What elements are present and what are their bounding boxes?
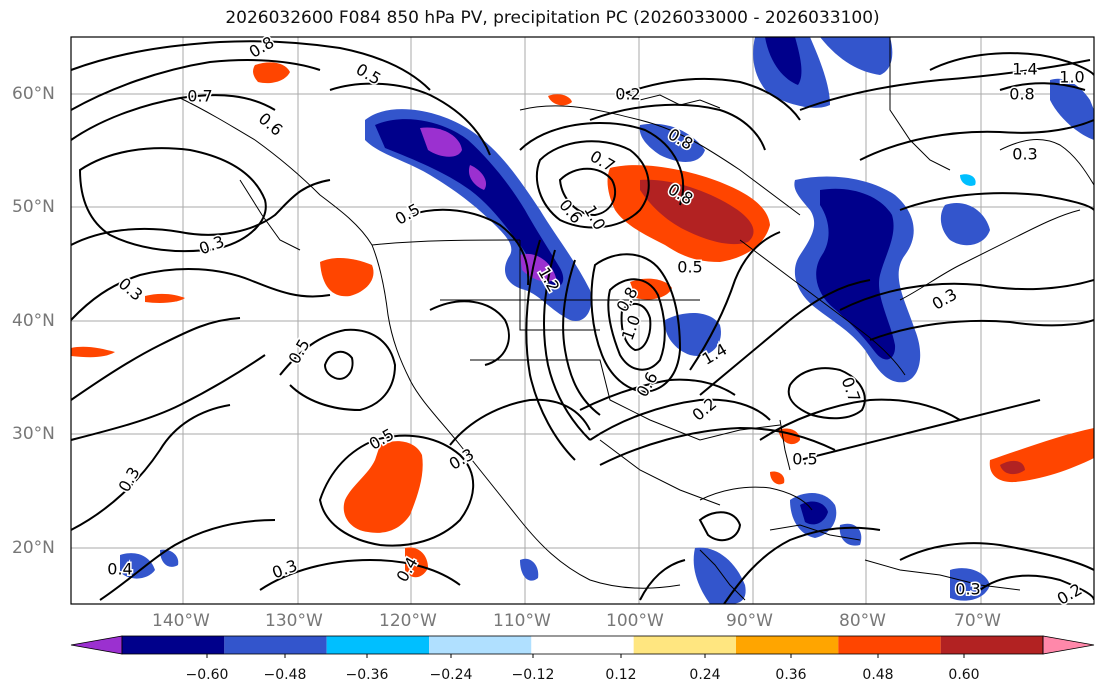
pos-pacific-nw [320, 258, 374, 297]
colorbar-extend-low [70, 635, 123, 655]
lon-label-130w: 130°W [265, 611, 323, 631]
neg-hawaii [120, 553, 155, 579]
colorbar-frame [121, 635, 1044, 655]
neg-hudson [639, 123, 705, 162]
pos-hudson-small [548, 94, 572, 106]
pos-great-lakes-inner [640, 179, 754, 245]
colorbar-segment [326, 636, 429, 654]
colorbar-tick-label: 0.24 [689, 667, 721, 683]
contour-label: 0.7 [187, 87, 212, 106]
chart-title: 2026032600 F084 850 hPa PV, precipitatio… [225, 8, 880, 28]
map-frame [70, 36, 1095, 605]
pos-pacific-far [71, 346, 115, 358]
neg-band-east-inner [816, 188, 896, 360]
lon-label-80w: 80°W [839, 611, 886, 631]
colorbar-tick-label: −0.24 [429, 667, 473, 683]
lat-label-30: 30°N [12, 424, 55, 444]
colorbar-segment [429, 636, 532, 654]
contour-label: 0.8 [1009, 85, 1034, 104]
colorbar-segment [736, 636, 839, 654]
contour-label: 0.4 [107, 560, 132, 579]
lon-label-120w: 120°W [379, 611, 437, 631]
colorbar-tick-label: 0.36 [775, 667, 807, 683]
contour-label: 0.3 [955, 580, 980, 599]
lat-label-50: 50°N [12, 197, 55, 217]
lon-label-70w: 70°W [954, 611, 1001, 631]
contour-label: 0.3 [1012, 145, 1037, 164]
coastlines [179, 37, 1094, 601]
colorbar-tick-label: −0.36 [345, 667, 389, 683]
neg-labrador [960, 174, 976, 186]
colorbar-segment [633, 636, 736, 654]
colorbar-tick-label: −0.12 [511, 667, 555, 683]
neg-canada-top2 [820, 37, 893, 75]
lat-label-20: 20°N [12, 538, 55, 558]
map-panel: 0.80.50.70.60.30.50.30.50.50.30.30.3 0.40… [70, 31, 1095, 610]
lon-label-110w: 110°W [493, 611, 551, 631]
neg-central-am [693, 547, 746, 604]
contour-label: 1.0 [1059, 68, 1084, 87]
pos-nebraska [630, 278, 672, 300]
lat-label-60: 60°N [12, 84, 55, 104]
neg-band-northwest-core [420, 127, 462, 157]
pos-atlantic-inner [1000, 460, 1025, 475]
colorbar-segment [838, 636, 941, 654]
neg-band-east-ne [940, 202, 990, 246]
pos-mexico [405, 547, 428, 578]
lat-label-40: 40°N [12, 311, 55, 331]
pos-yucatan [770, 471, 785, 485]
neg-hispaniola [839, 523, 862, 546]
neg-canada-top-inner [765, 37, 802, 85]
colorbar-segment [531, 636, 634, 654]
lon-label-90w: 90°W [726, 611, 773, 631]
lon-label-100w: 100°W [606, 611, 664, 631]
neg-yucatan [520, 558, 539, 581]
contour-label: 0.5 [792, 450, 817, 469]
colorbar-tick-label: 0.12 [605, 667, 637, 683]
neg-band-northwest-core3 [468, 165, 487, 190]
colorbar-segment [122, 636, 225, 654]
pos-baja [343, 441, 423, 533]
colorbar-tick-label: 0.48 [862, 667, 894, 683]
contour-label: 1.4 [1012, 60, 1037, 79]
colorbar-segment [940, 636, 1043, 654]
colorbar-tick-label: −0.60 [185, 667, 229, 683]
colorbar-tick-label: −0.48 [263, 667, 307, 683]
pv-contours [71, 40, 1094, 604]
pos-pacific-left [145, 293, 185, 303]
contour-label: 0.2 [615, 85, 640, 104]
contour-label: 0.5 [677, 258, 702, 277]
neg-cuba-inner [800, 501, 828, 525]
neg-band-northwest-inner [375, 119, 564, 287]
lon-label-140w: 140°W [152, 611, 210, 631]
colorbar-extend-high [1042, 635, 1095, 655]
colorbar-segment [224, 636, 327, 654]
pos-alaska [253, 62, 290, 84]
colorbar-tick-label: 0.60 [948, 667, 980, 683]
neg-hawaii2 [160, 549, 179, 567]
colorbar [70, 635, 1095, 658]
neg-sa [950, 568, 990, 601]
